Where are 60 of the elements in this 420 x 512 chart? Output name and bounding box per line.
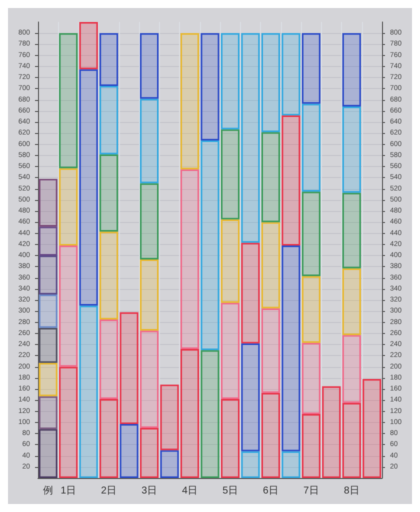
bar (38, 396, 58, 430)
bar (140, 428, 159, 478)
bar (261, 392, 280, 478)
bar (180, 169, 200, 349)
bar (342, 192, 361, 268)
x-tick-label: 例 (43, 486, 54, 496)
bar (100, 86, 118, 154)
bar (59, 366, 78, 478)
bar (261, 308, 280, 393)
bar (220, 399, 240, 478)
bar (140, 330, 159, 428)
bar (180, 33, 200, 170)
bar (302, 33, 320, 104)
bar (261, 222, 280, 308)
x-tick-label: 4日 (182, 486, 198, 496)
bar (220, 219, 240, 303)
bar (302, 104, 320, 192)
bar (38, 178, 58, 227)
bar (362, 379, 382, 478)
bar (38, 328, 58, 363)
bar (342, 335, 361, 403)
bar (38, 429, 58, 478)
bar (261, 132, 280, 222)
x-tick-label: 5日 (222, 486, 238, 496)
x-tick-label: 1日 (60, 486, 76, 496)
x-tick-label: 8日 (344, 486, 360, 496)
bar (261, 33, 280, 132)
bar (220, 129, 240, 220)
bar (322, 386, 341, 478)
x-tick-label: 6日 (262, 486, 278, 496)
bar (38, 294, 58, 328)
bar (100, 232, 118, 320)
bar (100, 320, 118, 400)
bar (100, 154, 118, 232)
x-tick-label: 2日 (101, 486, 117, 496)
bar (38, 256, 58, 294)
bar (100, 33, 118, 86)
x-tick-label: 7日 (303, 486, 319, 496)
x-tick-label: 3日 (142, 486, 158, 496)
bar (342, 402, 361, 478)
bar (180, 348, 200, 478)
bar (220, 302, 240, 400)
bar (140, 259, 159, 331)
bar (100, 399, 118, 478)
bar (59, 33, 78, 168)
bar (59, 168, 78, 246)
bar (140, 98, 159, 184)
bar (302, 276, 320, 343)
bar (38, 362, 58, 396)
bar (38, 226, 58, 256)
bar (302, 342, 320, 414)
bar (59, 246, 78, 367)
bar (302, 192, 320, 276)
bar (220, 33, 240, 130)
bar (140, 33, 159, 99)
bar (342, 268, 361, 336)
bar (140, 183, 159, 260)
bar (302, 414, 320, 478)
bar (342, 106, 361, 193)
bar (342, 33, 361, 107)
